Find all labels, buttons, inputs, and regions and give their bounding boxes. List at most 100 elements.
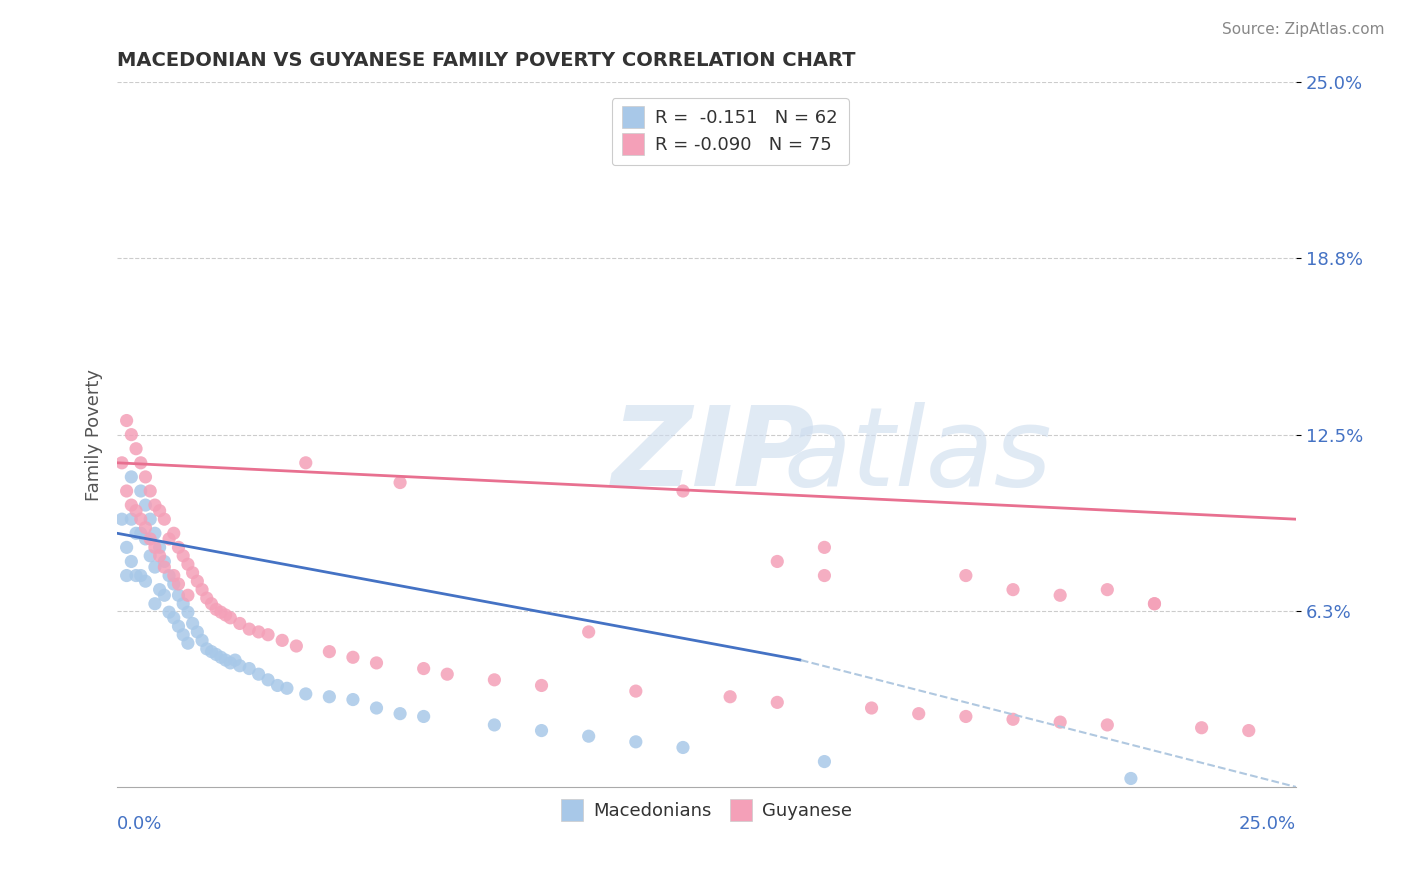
Point: [149, 541, 172, 555]
Point: [129, 456, 152, 470]
Legend: Macedonians, Guyanese: Macedonians, Guyanese: [554, 795, 859, 827]
Point: [1001, 712, 1024, 726]
Point: [1143, 597, 1166, 611]
Point: [143, 541, 166, 555]
Point: [143, 498, 166, 512]
Point: [1191, 721, 1213, 735]
Y-axis label: Family Poverty: Family Poverty: [86, 368, 103, 500]
Point: [191, 582, 214, 597]
Point: [389, 706, 412, 721]
Point: [214, 653, 236, 667]
Point: [163, 611, 186, 625]
Point: [157, 568, 180, 582]
Point: [125, 442, 148, 456]
Point: [177, 558, 200, 572]
Point: [177, 605, 200, 619]
Point: [186, 574, 208, 589]
Point: [163, 577, 186, 591]
Point: [167, 541, 190, 555]
Point: [366, 701, 388, 715]
Point: [624, 684, 647, 698]
Point: [129, 512, 152, 526]
Point: [412, 709, 434, 723]
Point: [143, 560, 166, 574]
Point: [813, 541, 835, 555]
Point: [1049, 588, 1071, 602]
Point: [224, 653, 246, 667]
Point: [209, 650, 232, 665]
Point: [134, 521, 156, 535]
Point: [139, 549, 162, 563]
Point: [120, 512, 142, 526]
Point: [129, 526, 152, 541]
Point: [238, 622, 260, 636]
Point: [157, 605, 180, 619]
Point: [1143, 597, 1166, 611]
Point: [149, 504, 172, 518]
Point: [200, 597, 222, 611]
Point: [115, 541, 138, 555]
Point: [134, 574, 156, 589]
Point: [907, 706, 929, 721]
Point: [271, 633, 294, 648]
Point: [167, 588, 190, 602]
Point: [247, 624, 270, 639]
Point: [209, 605, 232, 619]
Point: [120, 498, 142, 512]
Point: [484, 718, 506, 732]
Point: [813, 568, 835, 582]
Point: [129, 568, 152, 582]
Point: [163, 568, 186, 582]
Point: [342, 650, 364, 665]
Point: [205, 602, 228, 616]
Point: [219, 611, 242, 625]
Point: [134, 532, 156, 546]
Point: [578, 729, 600, 743]
Point: [1119, 772, 1142, 786]
Point: [530, 678, 553, 692]
Point: [257, 673, 280, 687]
Point: [1097, 718, 1119, 732]
Point: [172, 549, 194, 563]
Point: [200, 645, 222, 659]
Point: [266, 678, 288, 692]
Point: [389, 475, 412, 490]
Point: [134, 470, 156, 484]
Point: [257, 628, 280, 642]
Point: [342, 692, 364, 706]
Text: Source: ZipAtlas.com: Source: ZipAtlas.com: [1222, 22, 1385, 37]
Point: [318, 645, 340, 659]
Point: [766, 554, 789, 568]
Point: [1237, 723, 1260, 738]
Point: [219, 656, 242, 670]
Point: [195, 641, 218, 656]
Point: [366, 656, 388, 670]
Point: [205, 648, 228, 662]
Point: [672, 740, 695, 755]
Point: [229, 616, 252, 631]
Point: [115, 413, 138, 427]
Point: [195, 591, 218, 606]
Point: [214, 607, 236, 622]
Point: [111, 456, 134, 470]
Point: [186, 624, 208, 639]
Point: [412, 662, 434, 676]
Point: [125, 568, 148, 582]
Point: [125, 526, 148, 541]
Point: [139, 483, 162, 498]
Point: [172, 597, 194, 611]
Point: [177, 636, 200, 650]
Point: [672, 483, 695, 498]
Point: [149, 549, 172, 563]
Point: [766, 695, 789, 709]
Text: atlas: atlas: [783, 402, 1052, 509]
Point: [115, 568, 138, 582]
Point: [111, 512, 134, 526]
Point: [153, 588, 176, 602]
Point: [484, 673, 506, 687]
Point: [163, 526, 186, 541]
Point: [134, 498, 156, 512]
Point: [153, 512, 176, 526]
Point: [285, 639, 308, 653]
Text: 0.0%: 0.0%: [117, 815, 163, 833]
